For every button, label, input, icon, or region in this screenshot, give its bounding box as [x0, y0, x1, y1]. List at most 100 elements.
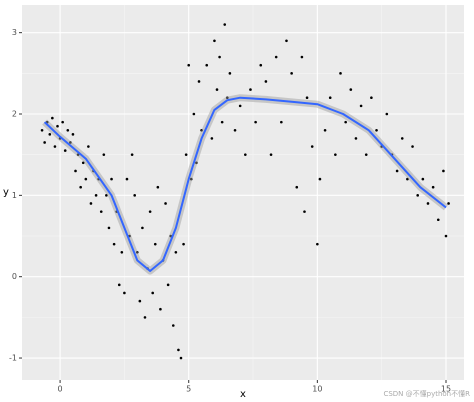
y-axis-label: y [3, 187, 9, 198]
point [195, 161, 198, 165]
point [316, 242, 319, 246]
point [323, 128, 327, 132]
point [53, 145, 57, 148]
point [187, 63, 191, 67]
x-tick-label: 0 [58, 385, 63, 394]
point [105, 194, 108, 197]
point [344, 120, 347, 124]
point [280, 120, 283, 124]
point [99, 210, 103, 213]
point [164, 202, 167, 205]
point [84, 177, 88, 181]
point [125, 177, 129, 181]
point [339, 72, 342, 75]
point [166, 283, 170, 287]
point [112, 242, 116, 246]
point [189, 177, 193, 181]
point [305, 96, 309, 100]
point [223, 23, 227, 26]
point [71, 133, 75, 136]
point [359, 104, 363, 108]
y-tick-label: 0 [12, 272, 17, 281]
point [159, 307, 162, 311]
y-tick-label: 2 [12, 110, 17, 119]
point [141, 226, 144, 230]
panel [22, 5, 464, 380]
point [76, 153, 80, 156]
point [174, 250, 178, 254]
point [197, 80, 201, 83]
point [395, 169, 399, 173]
point [153, 242, 157, 246]
point [249, 88, 252, 91]
point [135, 250, 139, 254]
point [43, 141, 46, 144]
point [259, 63, 263, 67]
point [406, 177, 409, 181]
point [421, 177, 425, 181]
point [182, 242, 185, 246]
point [138, 299, 142, 303]
point [66, 128, 70, 132]
point [400, 137, 404, 140]
point [364, 153, 368, 156]
point [120, 250, 124, 254]
point [171, 324, 175, 327]
point [442, 169, 445, 173]
y-tick-label: -1 [9, 354, 17, 363]
point [295, 185, 299, 189]
point [94, 194, 98, 197]
point [300, 55, 304, 59]
point [148, 210, 152, 213]
point [74, 169, 77, 173]
point [117, 283, 121, 287]
x-tick-label: 10 [312, 385, 322, 394]
point [310, 145, 314, 148]
point [215, 88, 219, 91]
point [269, 153, 273, 156]
point [205, 63, 209, 67]
point [385, 112, 389, 116]
point [354, 137, 358, 140]
point [290, 72, 293, 75]
point [130, 153, 134, 156]
y-tick-label: 3 [12, 28, 17, 37]
point [264, 80, 268, 83]
point [431, 185, 435, 189]
point [328, 96, 332, 100]
point [200, 128, 203, 132]
point [179, 356, 183, 360]
point [63, 149, 67, 152]
point [254, 120, 257, 124]
point [156, 185, 160, 189]
point [210, 137, 214, 140]
point [48, 133, 52, 136]
point [40, 128, 44, 132]
point [228, 72, 232, 75]
point [143, 316, 147, 319]
x-tick-label: 15 [441, 385, 451, 394]
point [102, 153, 106, 156]
point [220, 120, 224, 124]
point [69, 141, 72, 144]
point [177, 348, 180, 352]
point [416, 194, 419, 197]
point [303, 210, 306, 213]
point [375, 128, 378, 132]
point [447, 202, 450, 205]
point [285, 39, 288, 43]
point [334, 153, 337, 156]
point [244, 153, 247, 156]
point [349, 88, 353, 91]
point [81, 161, 85, 165]
point [218, 55, 221, 59]
point [56, 124, 59, 128]
point [192, 112, 196, 116]
point [87, 145, 90, 148]
point [444, 234, 448, 238]
point [233, 128, 237, 132]
x-tick-label: 5 [186, 385, 191, 394]
point [184, 153, 188, 156]
point [274, 55, 278, 59]
